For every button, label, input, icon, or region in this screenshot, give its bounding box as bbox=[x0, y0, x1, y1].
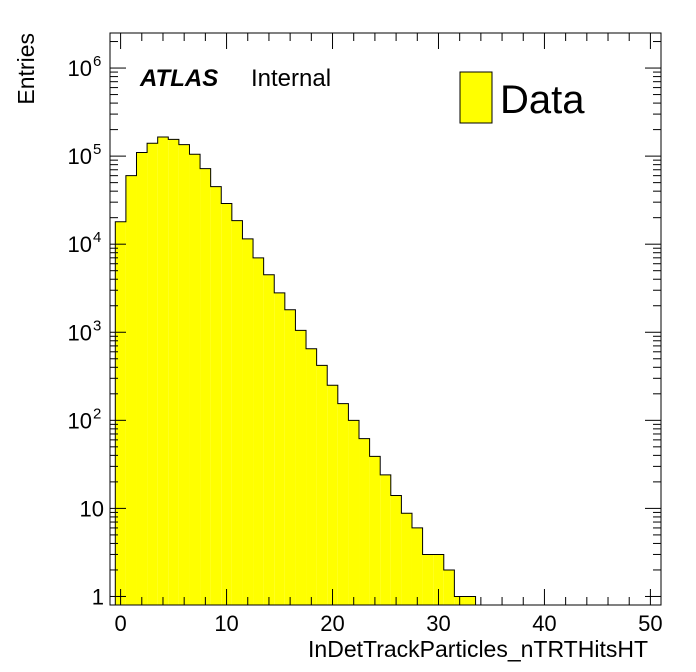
histogram-bar bbox=[221, 203, 232, 605]
histogram-bar bbox=[125, 175, 137, 606]
y-tick-exponent: 2 bbox=[93, 405, 101, 422]
y-tick-label: 10 bbox=[80, 496, 104, 521]
histogram-outline bbox=[114, 136, 477, 605]
y-tick-label: 10 bbox=[68, 232, 92, 257]
atlas-label: ATLAS Internal bbox=[139, 65, 331, 92]
x-tick-label: 10 bbox=[214, 611, 238, 636]
histogram-bar bbox=[422, 554, 434, 605]
legend-swatch bbox=[459, 71, 493, 124]
histogram-bar bbox=[348, 420, 360, 605]
status-label: Internal bbox=[251, 65, 331, 92]
histogram-bar bbox=[295, 330, 307, 605]
histogram-bar bbox=[369, 456, 381, 605]
histogram-bar bbox=[327, 385, 338, 605]
y-tick-label: 10 bbox=[68, 320, 92, 345]
y-tick-label: 10 bbox=[68, 144, 92, 169]
x-tick-label: 30 bbox=[426, 611, 450, 636]
legend: Data bbox=[459, 71, 585, 124]
histogram-bar bbox=[210, 186, 222, 605]
histogram-bar bbox=[443, 569, 455, 605]
histogram-bar bbox=[433, 554, 444, 605]
histogram-bar bbox=[147, 143, 158, 605]
histogram-bar bbox=[316, 365, 328, 605]
histogram-bar bbox=[411, 527, 423, 605]
plot-frame bbox=[109, 32, 662, 606]
histogram-bar bbox=[390, 495, 402, 605]
histogram-bar bbox=[274, 292, 285, 605]
histogram-bar bbox=[136, 152, 148, 605]
histogram-bar bbox=[401, 513, 412, 605]
histogram-bar bbox=[157, 136, 169, 605]
axis-ticks bbox=[110, 33, 661, 605]
histogram-bar bbox=[253, 257, 264, 605]
y-tick-exponent: 5 bbox=[93, 141, 101, 158]
histogram-bar bbox=[284, 309, 296, 605]
histogram-bar bbox=[200, 168, 211, 605]
histogram-bar bbox=[337, 403, 349, 605]
legend-label: Data bbox=[500, 78, 585, 122]
histogram-bar bbox=[306, 348, 317, 605]
histogram-bar bbox=[359, 438, 370, 605]
y-tick-label: 1 bbox=[92, 584, 104, 609]
y-tick-exponent: 3 bbox=[93, 317, 101, 334]
x-tick-label: 0 bbox=[114, 611, 126, 636]
y-tick-exponent: 6 bbox=[93, 53, 101, 70]
x-tick-label: 20 bbox=[320, 611, 344, 636]
y-axis-title: Entries bbox=[13, 33, 39, 105]
histogram-bar bbox=[168, 139, 179, 605]
histogram-bar bbox=[178, 144, 190, 605]
histogram-bar bbox=[189, 154, 201, 605]
x-axis-title: InDetTrackParticles_nTRTHitsHT bbox=[308, 636, 648, 662]
histogram-bar bbox=[242, 238, 254, 605]
histogram-bars bbox=[115, 136, 476, 606]
y-tick-label: 10 bbox=[68, 408, 92, 433]
x-tick-labels: 0 10 20 30 40 50 bbox=[114, 611, 662, 636]
histogram-bar bbox=[115, 221, 126, 605]
y-tick-exponent: 4 bbox=[93, 229, 101, 246]
histogram-bar bbox=[464, 596, 476, 605]
x-tick-label: 50 bbox=[638, 611, 662, 636]
x-tick-label: 40 bbox=[532, 611, 556, 636]
histogram-bar bbox=[380, 474, 391, 605]
histogram-bar bbox=[231, 220, 243, 605]
y-tick-label: 10 bbox=[68, 56, 92, 81]
experiment-label: ATLAS bbox=[139, 65, 218, 92]
histogram-bar bbox=[263, 274, 275, 605]
